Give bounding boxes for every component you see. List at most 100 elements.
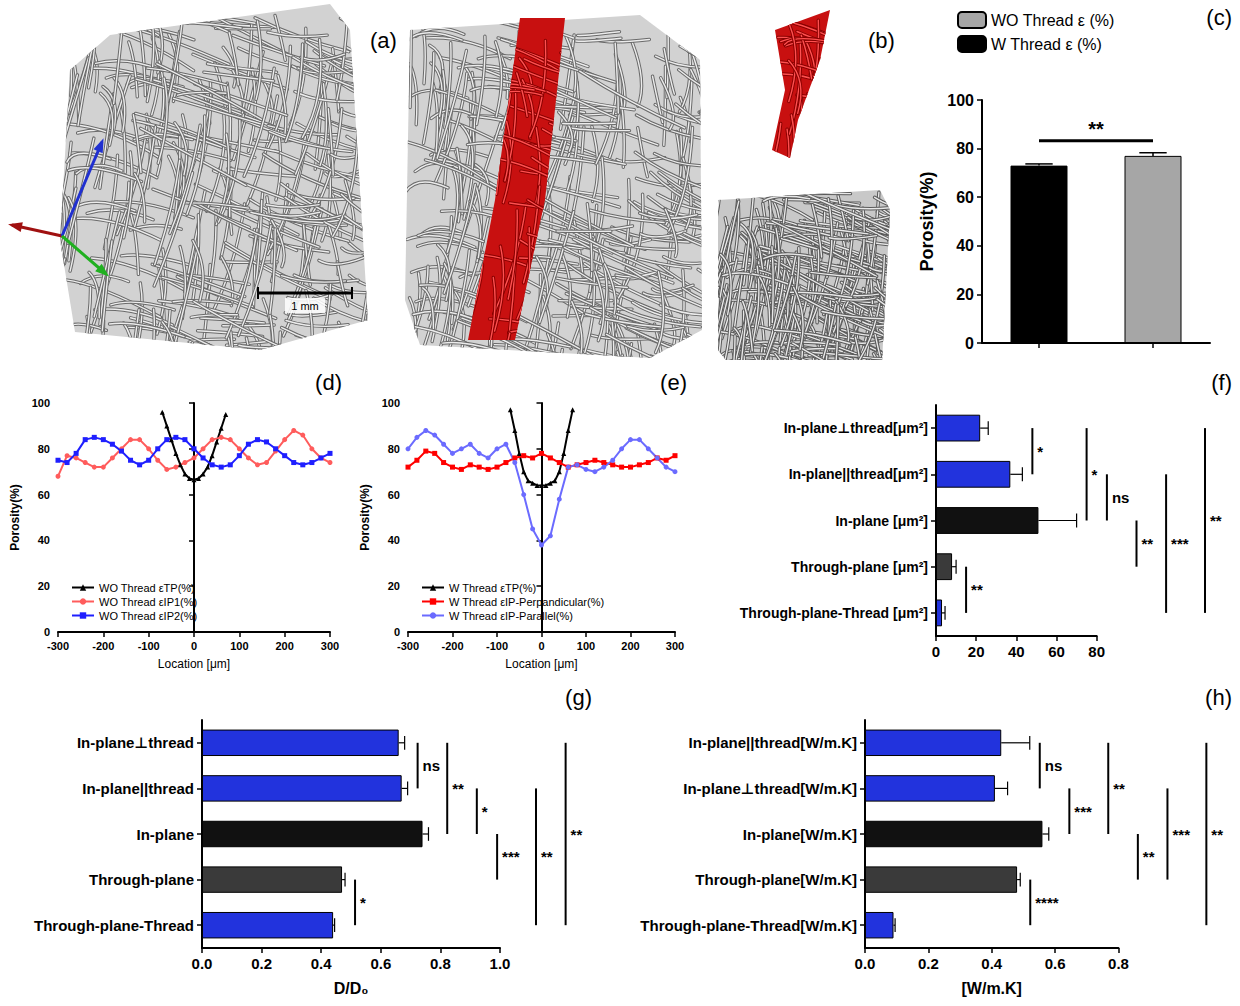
svg-text:20: 20	[388, 580, 400, 592]
svg-text:**: **	[1088, 118, 1104, 140]
svg-text:*: *	[1037, 443, 1043, 460]
svg-text:In-plane [μm²]: In-plane [μm²]	[835, 513, 928, 529]
svg-text:ns: ns	[1112, 489, 1130, 506]
svg-text:80: 80	[1088, 643, 1105, 660]
svg-text:***: ***	[1171, 535, 1189, 552]
svg-text:***: ***	[1074, 803, 1092, 820]
svg-text:***: ***	[1172, 826, 1190, 843]
svg-text:(a): (a)	[370, 28, 397, 53]
svg-text:**: **	[1113, 780, 1125, 797]
svg-text:*: *	[360, 894, 366, 911]
svg-text:**: **	[541, 848, 553, 865]
svg-text:In-plane[W/m.K]: In-plane[W/m.K]	[743, 826, 857, 843]
svg-text:40: 40	[956, 237, 974, 254]
svg-text:40: 40	[1008, 643, 1025, 660]
svg-text:100: 100	[577, 640, 595, 652]
svg-text:200: 200	[275, 640, 293, 652]
svg-text:**: **	[452, 780, 464, 797]
svg-text:**: **	[971, 581, 983, 598]
svg-text:**: **	[571, 826, 583, 843]
svg-text:Through-plane-Thread[W/m.K]: Through-plane-Thread[W/m.K]	[640, 917, 857, 934]
svg-text:300: 300	[321, 640, 339, 652]
svg-text:(g): (g)	[565, 685, 592, 710]
svg-text:Location [μm]: Location [μm]	[505, 657, 577, 671]
svg-text:Through-plane[W/m.K]: Through-plane[W/m.K]	[695, 871, 857, 888]
svg-text:0.2: 0.2	[918, 955, 939, 972]
svg-text:W Thread εIP-Perpandicular(%): W Thread εIP-Perpandicular(%)	[449, 596, 604, 608]
svg-text:****: ****	[1035, 894, 1059, 911]
svg-text:(d): (d)	[315, 370, 342, 395]
svg-text:Location [μm]: Location [μm]	[158, 657, 230, 671]
svg-text:(f): (f)	[1211, 370, 1232, 395]
svg-text:In-plane: In-plane	[136, 826, 194, 843]
svg-text:(c): (c)	[1206, 5, 1232, 30]
svg-text:1.0: 1.0	[490, 955, 511, 972]
svg-text:20: 20	[956, 286, 974, 303]
svg-text:(h): (h)	[1205, 685, 1232, 710]
svg-text:WO Thread ε (%): WO Thread ε (%)	[991, 12, 1114, 29]
svg-text:0.2: 0.2	[251, 955, 272, 972]
svg-text:80: 80	[388, 443, 400, 455]
svg-text:60: 60	[38, 489, 50, 501]
svg-text:100: 100	[382, 397, 400, 409]
svg-text:*: *	[482, 803, 488, 820]
svg-text:[W/m.K]: [W/m.K]	[962, 980, 1022, 997]
svg-text:80: 80	[38, 443, 50, 455]
svg-text:80: 80	[956, 140, 974, 157]
svg-text:***: ***	[502, 848, 520, 865]
svg-text:-300: -300	[397, 640, 419, 652]
svg-text:Porosity(%): Porosity(%)	[917, 171, 937, 271]
svg-text:In-plane||thread: In-plane||thread	[82, 780, 194, 797]
svg-text:D/D₀: D/D₀	[334, 980, 369, 997]
svg-text:Through-plane: Through-plane	[89, 871, 194, 888]
svg-text:-200: -200	[441, 640, 463, 652]
svg-text:**: **	[1211, 826, 1223, 843]
svg-text:-200: -200	[92, 640, 114, 652]
svg-text:0: 0	[394, 626, 400, 638]
svg-text:0.4: 0.4	[981, 955, 1003, 972]
svg-text:W Thread ε (%): W Thread ε (%)	[991, 36, 1102, 53]
svg-text:Porosity(%): Porosity(%)	[8, 484, 22, 551]
svg-text:W Thread εIP-Parallel(%): W Thread εIP-Parallel(%)	[449, 610, 573, 622]
svg-text:0.0: 0.0	[855, 955, 876, 972]
svg-text:20: 20	[38, 580, 50, 592]
svg-text:0: 0	[932, 643, 940, 660]
svg-text:1 mm: 1 mm	[291, 300, 319, 312]
svg-text:0.8: 0.8	[430, 955, 451, 972]
svg-text:0: 0	[44, 626, 50, 638]
svg-text:300: 300	[666, 640, 684, 652]
svg-text:100: 100	[947, 92, 974, 109]
svg-text:Through-plane-Thread [μm²]: Through-plane-Thread [μm²]	[740, 605, 928, 621]
svg-text:20: 20	[968, 643, 985, 660]
svg-text:In-plane⊥thread: In-plane⊥thread	[77, 734, 194, 751]
svg-text:40: 40	[388, 534, 400, 546]
svg-text:W Thread εTP(%): W Thread εTP(%)	[449, 582, 536, 594]
svg-text:0: 0	[191, 640, 197, 652]
svg-text:60: 60	[1048, 643, 1065, 660]
svg-text:Through-plane [μm²]: Through-plane [μm²]	[791, 559, 928, 575]
svg-text:0: 0	[538, 640, 544, 652]
svg-text:0.6: 0.6	[1045, 955, 1066, 972]
svg-text:**: **	[1210, 512, 1222, 529]
svg-text:WO Thread εIP2(%): WO Thread εIP2(%)	[99, 610, 197, 622]
svg-text:-300: -300	[47, 640, 69, 652]
svg-text:200: 200	[621, 640, 639, 652]
svg-text:WO Thread εIP1(%): WO Thread εIP1(%)	[99, 596, 197, 608]
svg-text:In-plane||thread[W/m.K]: In-plane||thread[W/m.K]	[689, 734, 857, 751]
svg-text:60: 60	[388, 489, 400, 501]
svg-text:ns: ns	[423, 757, 441, 774]
svg-text:100: 100	[230, 640, 248, 652]
svg-text:In-plane⊥thread[μm²]: In-plane⊥thread[μm²]	[784, 420, 928, 436]
svg-text:0.6: 0.6	[370, 955, 391, 972]
svg-text:In-plane||thread[μm²]: In-plane||thread[μm²]	[789, 466, 928, 482]
svg-text:In-plane⊥thread[W/m.K]: In-plane⊥thread[W/m.K]	[683, 780, 857, 797]
svg-text:Porosity(%): Porosity(%)	[358, 484, 372, 551]
svg-text:0: 0	[965, 335, 974, 352]
svg-text:100: 100	[32, 397, 50, 409]
svg-text:*: *	[1092, 466, 1098, 483]
svg-text:WO Thread εTP(%): WO Thread εTP(%)	[99, 582, 195, 594]
svg-text:ns: ns	[1045, 757, 1063, 774]
svg-text:60: 60	[956, 189, 974, 206]
svg-text:-100: -100	[138, 640, 160, 652]
svg-text:0.4: 0.4	[311, 955, 333, 972]
